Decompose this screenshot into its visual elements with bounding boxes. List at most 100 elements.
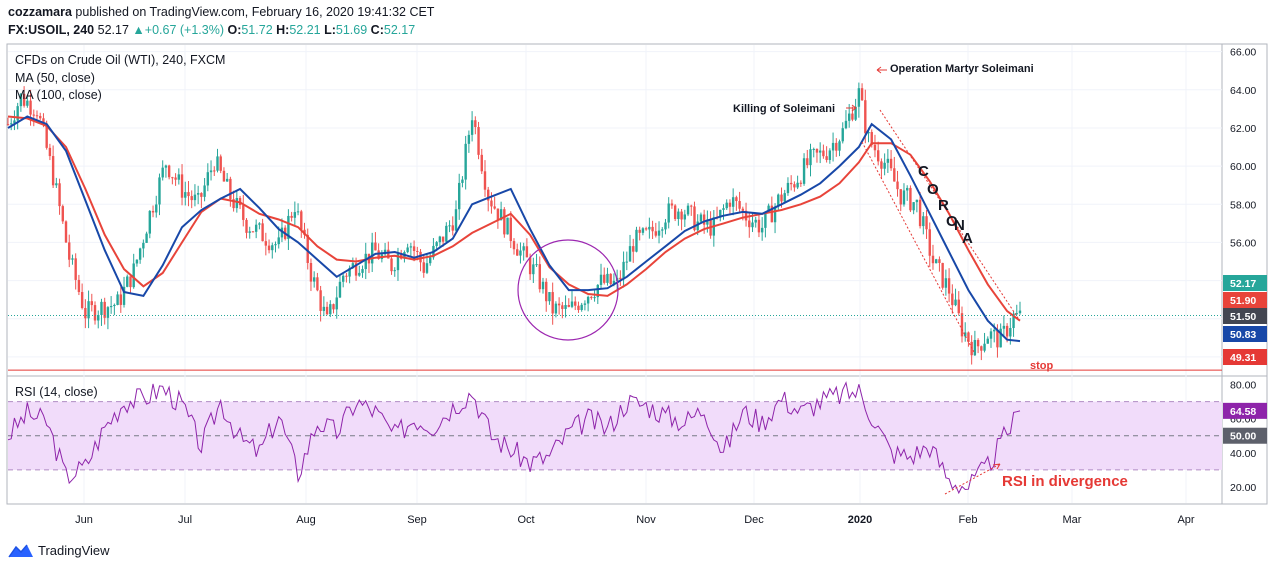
candle-body bbox=[786, 182, 790, 194]
candle-body bbox=[16, 106, 19, 121]
candle-body bbox=[802, 158, 806, 184]
price-axis[interactable]: 50.0052.0054.0056.0058.0060.0062.0064.00… bbox=[1230, 47, 1256, 494]
candle-body bbox=[915, 199, 919, 203]
candle-body bbox=[706, 219, 709, 225]
candle-body bbox=[171, 177, 174, 179]
candle-body bbox=[309, 262, 313, 282]
candle-body bbox=[670, 203, 674, 206]
candle-body bbox=[113, 304, 116, 307]
chart-title: CFDs on Crude Oil (WTI), 240, FXCM bbox=[15, 53, 225, 67]
candle-body bbox=[177, 174, 181, 180]
candle-body bbox=[493, 206, 496, 209]
price-label-text: 64.58 bbox=[1230, 406, 1256, 418]
candle-body bbox=[935, 259, 938, 264]
candle-body bbox=[435, 242, 438, 246]
candle-body bbox=[722, 208, 725, 210]
candle-body bbox=[225, 178, 229, 182]
candle-body bbox=[899, 189, 902, 205]
price-tick-label: 58.00 bbox=[1230, 199, 1256, 211]
candle-body bbox=[148, 210, 152, 234]
candle-body bbox=[941, 262, 944, 288]
candle-body bbox=[261, 223, 264, 242]
ma100-legend[interactable]: MA (100, close) bbox=[15, 88, 102, 102]
candle-body bbox=[812, 148, 815, 150]
candles bbox=[6, 82, 1022, 365]
candle-body bbox=[516, 249, 519, 256]
candle-body bbox=[129, 276, 132, 288]
candle-body bbox=[818, 150, 822, 153]
candle-body bbox=[951, 293, 954, 306]
symbol-label: FX:USOIL, 240 bbox=[8, 23, 95, 37]
open-label: O: bbox=[227, 23, 242, 37]
candle-body bbox=[251, 231, 255, 233]
candle-body bbox=[554, 303, 558, 314]
candle-body bbox=[947, 278, 951, 294]
candle-body bbox=[119, 294, 123, 305]
price-labels: 52.17 51.90 51.50 50.83 49.31 64.58 50.00 bbox=[1223, 275, 1267, 444]
candle-body bbox=[164, 165, 168, 168]
candle-body bbox=[348, 267, 351, 277]
candle-body bbox=[548, 292, 551, 302]
candle-body bbox=[635, 229, 638, 252]
rsi-legend[interactable]: RSI (14, close) bbox=[15, 385, 98, 399]
price-label-text: 52.17 bbox=[1230, 278, 1256, 290]
ma50-legend[interactable]: MA (50, close) bbox=[15, 71, 95, 85]
candle-body bbox=[264, 241, 268, 246]
candle-body bbox=[809, 149, 812, 166]
candle-body bbox=[964, 332, 967, 337]
candle-body bbox=[206, 172, 210, 186]
time-axis[interactable]: Jun Jul Aug Sep Oct Nov Dec 2020 Feb Mar Apr bbox=[75, 514, 1195, 526]
candle-body bbox=[667, 203, 670, 223]
candle-body bbox=[26, 100, 29, 106]
candle-body bbox=[254, 224, 258, 232]
candle-body bbox=[838, 141, 841, 151]
candle-body bbox=[271, 245, 274, 251]
corona-label: C O R O N A bbox=[918, 163, 973, 247]
candle-body bbox=[187, 192, 190, 197]
candle-body bbox=[441, 236, 445, 242]
candle-body bbox=[925, 216, 928, 230]
candle-body bbox=[374, 242, 377, 251]
time-tick-label: Apr bbox=[1177, 514, 1194, 526]
candle-body bbox=[644, 228, 648, 230]
candle-body bbox=[84, 307, 87, 319]
candle-body bbox=[857, 88, 861, 107]
candle-body bbox=[993, 329, 996, 332]
candle-body bbox=[6, 124, 10, 126]
candle-body bbox=[80, 292, 84, 308]
candle-body bbox=[944, 278, 948, 288]
author-name[interactable]: cozzamara bbox=[8, 5, 72, 19]
candle-body bbox=[274, 244, 277, 246]
candle-body bbox=[1005, 325, 1009, 337]
candle-body bbox=[696, 221, 699, 231]
time-tick-label: Nov bbox=[636, 514, 656, 526]
candle-body bbox=[931, 255, 935, 264]
candle-body bbox=[599, 274, 603, 285]
price-label-text: 51.90 bbox=[1230, 295, 1256, 307]
candle-body bbox=[390, 258, 393, 272]
candle-body bbox=[412, 246, 416, 251]
candle-body bbox=[248, 231, 251, 233]
candle-body bbox=[509, 217, 512, 242]
candle-body bbox=[145, 233, 148, 243]
candle-body bbox=[370, 242, 374, 264]
corona-letter: N bbox=[954, 217, 965, 234]
candle-body bbox=[29, 100, 32, 115]
candle-body bbox=[980, 346, 983, 351]
candle-body bbox=[632, 246, 635, 252]
candle-body bbox=[68, 242, 71, 260]
price-label-box bbox=[1223, 427, 1267, 444]
candle-body bbox=[567, 305, 570, 307]
tradingview-brand[interactable]: TradingView bbox=[8, 542, 110, 558]
candle-body bbox=[590, 296, 593, 298]
change-arrow-icon: ▲ bbox=[132, 23, 145, 37]
candle-body bbox=[213, 170, 216, 172]
candle-body bbox=[699, 214, 703, 222]
candle-body bbox=[103, 301, 106, 318]
candle-body bbox=[126, 276, 129, 287]
corona-channel-lower bbox=[861, 141, 976, 355]
candle-body bbox=[680, 211, 683, 220]
candle-body bbox=[738, 201, 741, 209]
candle-body bbox=[551, 292, 554, 314]
